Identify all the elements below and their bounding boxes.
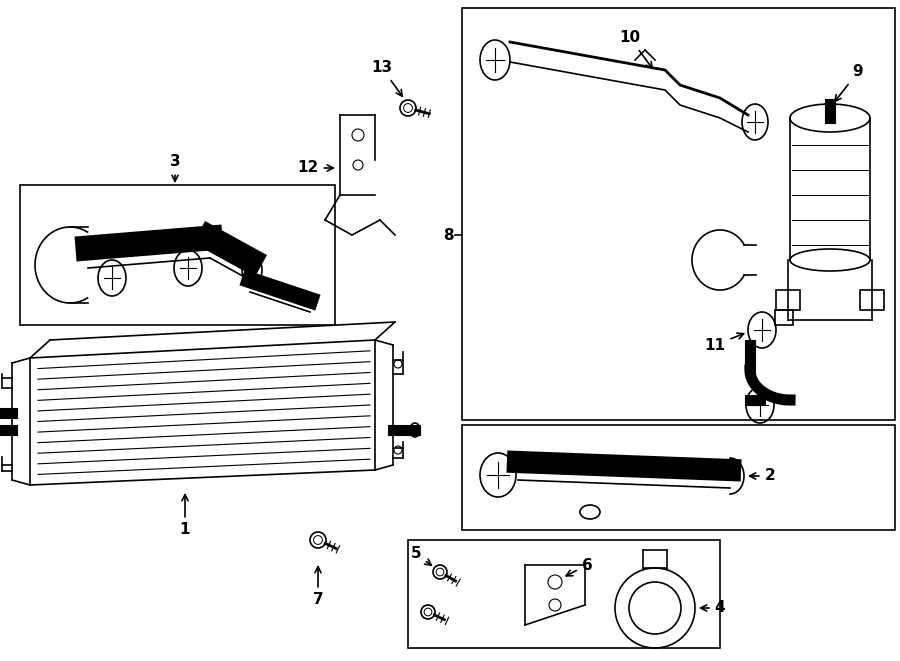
- Text: 4: 4: [700, 600, 725, 615]
- Text: 7: 7: [312, 566, 323, 607]
- Bar: [860, 290, 884, 310]
- Text: 8: 8: [443, 227, 454, 243]
- Text: 1: 1: [180, 494, 190, 537]
- Text: 12: 12: [297, 161, 333, 176]
- Bar: [20, 185, 335, 325]
- Text: 5: 5: [410, 547, 431, 565]
- Text: 2: 2: [750, 469, 776, 483]
- Bar: [408, 540, 720, 648]
- Text: 9: 9: [835, 65, 863, 101]
- Bar: [776, 290, 800, 310]
- Text: 11: 11: [705, 333, 743, 352]
- Bar: [462, 8, 895, 420]
- Text: 10: 10: [619, 30, 652, 68]
- Text: 13: 13: [372, 61, 402, 97]
- Text: 6: 6: [566, 557, 592, 576]
- Bar: [462, 425, 895, 530]
- Bar: [775, 310, 793, 325]
- Text: 3: 3: [170, 155, 180, 181]
